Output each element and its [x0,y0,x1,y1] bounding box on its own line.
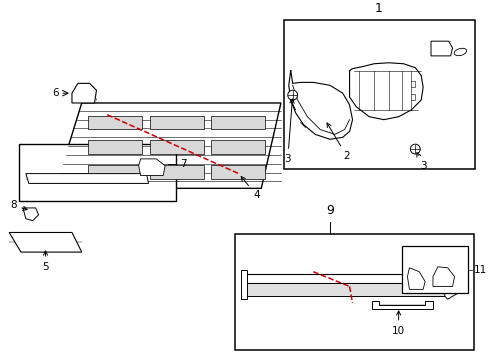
Text: 3: 3 [416,153,426,171]
Polygon shape [432,267,454,287]
Polygon shape [26,174,148,184]
Text: 1: 1 [374,2,382,15]
Polygon shape [55,103,280,188]
Polygon shape [244,283,444,296]
Bar [211,140,264,154]
Text: 8: 8 [10,200,27,210]
Text: 11: 11 [473,265,487,275]
Polygon shape [139,159,165,176]
Bar [240,270,246,299]
Text: 7: 7 [180,159,186,169]
Bar [150,116,204,130]
Polygon shape [72,84,96,103]
Bar [211,116,264,130]
Bar [87,116,142,130]
Text: 2: 2 [326,123,349,161]
Polygon shape [23,208,39,221]
Ellipse shape [453,48,466,56]
Polygon shape [9,233,81,252]
Text: 9: 9 [325,204,333,217]
Circle shape [409,144,419,154]
Bar [234,234,473,350]
Polygon shape [407,268,424,289]
Polygon shape [430,41,452,56]
Circle shape [287,90,297,100]
Bar [211,165,264,179]
Polygon shape [244,274,444,283]
Text: 3: 3 [284,99,294,164]
Text: 6: 6 [52,88,59,98]
Bar [87,140,142,154]
Text: 4: 4 [241,177,259,200]
Bar [150,165,204,179]
Polygon shape [371,301,432,309]
Bar [19,144,176,201]
Polygon shape [444,272,464,299]
Bar [283,19,474,169]
Text: 5: 5 [42,251,49,272]
Bar [150,140,204,154]
Bar [401,246,468,293]
Text: 10: 10 [391,311,405,336]
Bar [87,165,142,179]
